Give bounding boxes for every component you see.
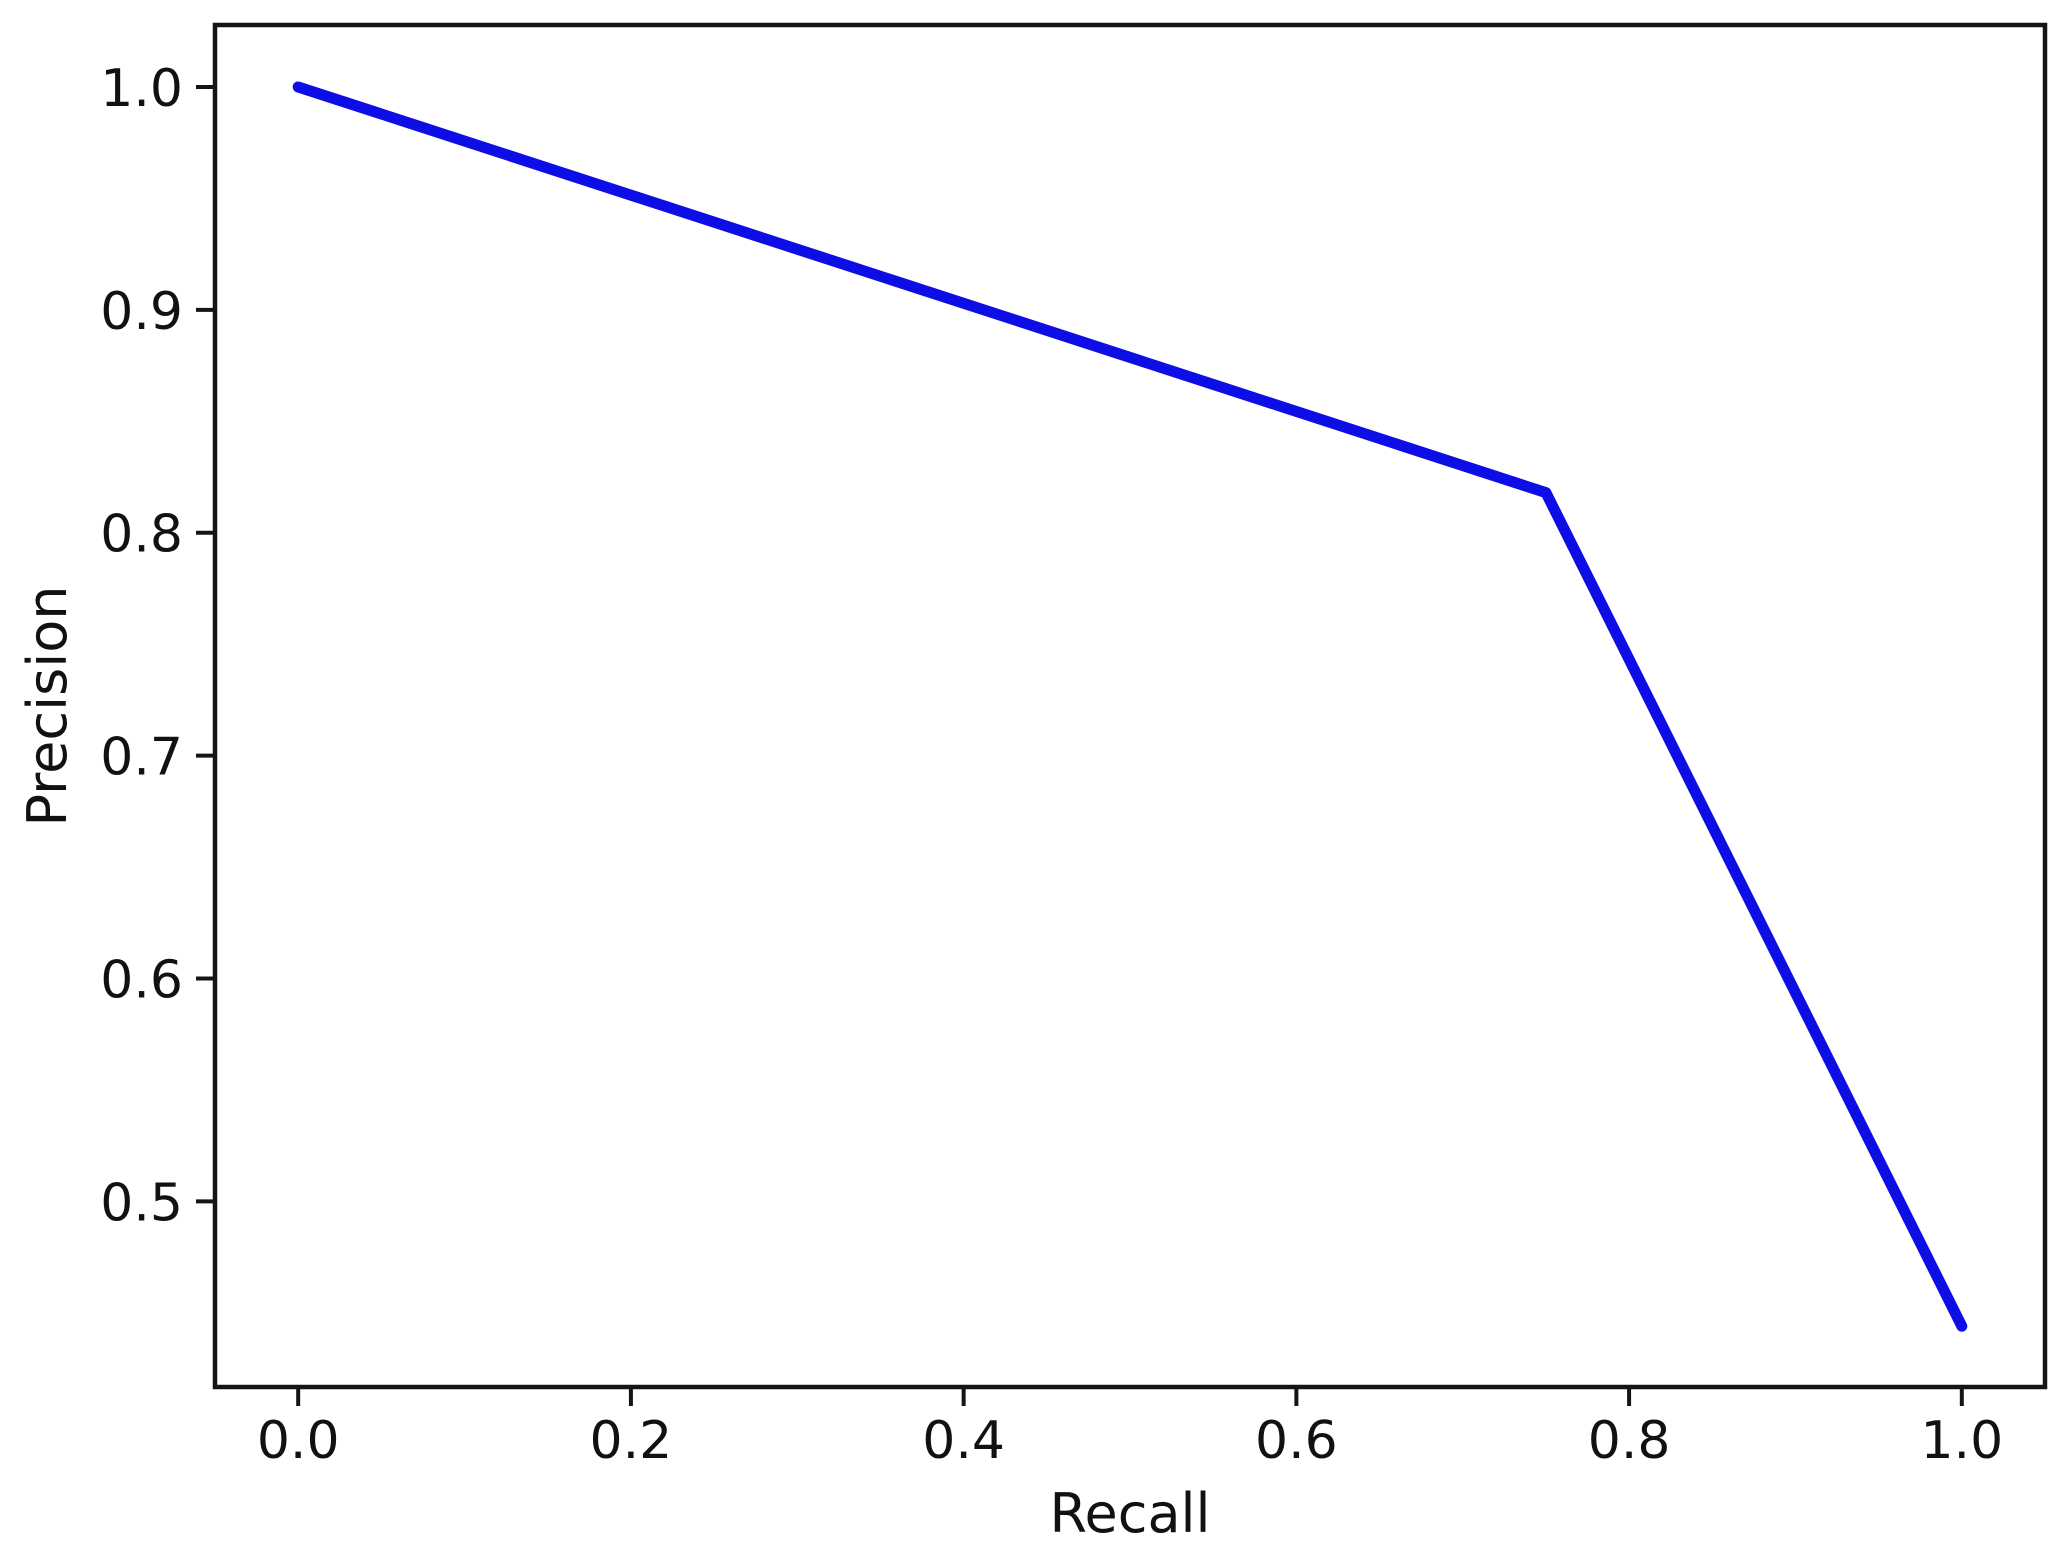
y-axis-tick-label: 0.8 [100, 505, 183, 565]
x-axis-tick-label: 0.4 [922, 1411, 1005, 1471]
y-axis-tick-label: 0.7 [100, 728, 183, 788]
y-axis-tick-label: 0.5 [100, 1173, 183, 1233]
precision-recall-curve-line [292, 81, 1968, 1332]
axes-frame [212, 22, 2048, 1390]
x-axis-tick-label: 0.8 [1588, 1411, 1671, 1471]
x-axis-tick-label: 0.0 [257, 1411, 340, 1471]
y-axis-tick-label: 0.6 [100, 950, 183, 1010]
plot-area: 0.0 0.2 0.4 0.6 0.8 1.0 0.5 0.6 0.7 0.8 0.9 1.0 [100, 22, 2048, 1471]
y-axis-tick-label: 0.9 [100, 282, 183, 342]
x-axis-tick-label: 1.0 [1920, 1411, 2003, 1471]
x-axis-label: Recall [1049, 1482, 1210, 1545]
x-axis-tick-label: 0.2 [590, 1411, 673, 1471]
y-axis-tick-label: 1.0 [100, 59, 183, 119]
y-axis-label: Precision [16, 586, 79, 827]
x-axis-tick-label: 0.6 [1255, 1411, 1338, 1471]
